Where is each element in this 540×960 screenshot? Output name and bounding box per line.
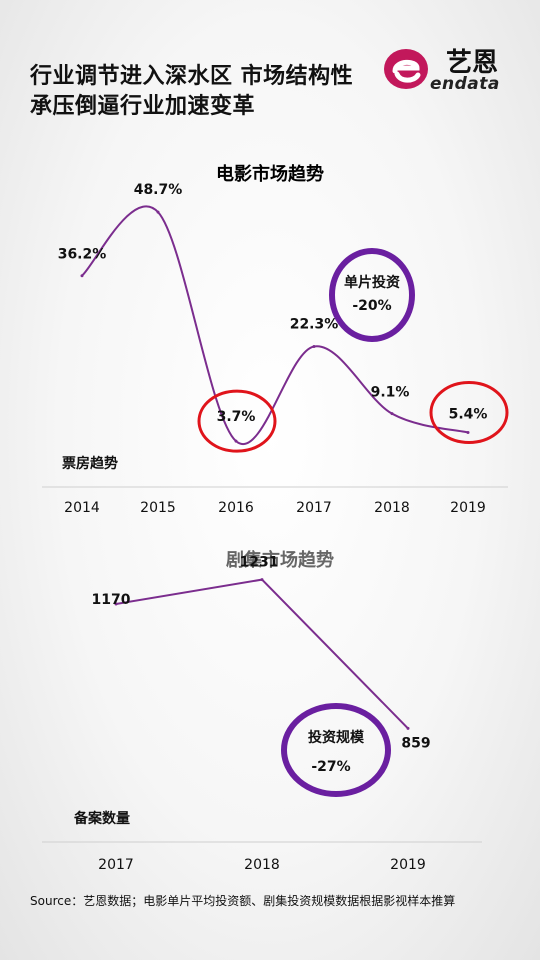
film-data-label: 3.7% (217, 409, 256, 425)
page-title-line-2: 承压倒逼行业加速变革 (30, 94, 256, 119)
film-series-line (81, 205, 469, 445)
film-highlight-ring (429, 381, 509, 445)
drama-data-point (406, 726, 410, 730)
endata-logo: 艺恩 endata (380, 40, 530, 98)
film-x-tick: 2018 (374, 500, 410, 516)
film-highlight-ring (197, 389, 277, 453)
page-title: 行业调节进入深水区 市场结构性 承压倒逼行业加速变革 (30, 62, 410, 122)
drama-data-label: 1231 (240, 555, 279, 571)
drama-chart-ylabel: 备案数量 (73, 810, 130, 827)
drama-series-line (115, 578, 409, 730)
film-callout-value: -20% (352, 298, 391, 314)
drama-data-label: 1170 (92, 592, 131, 608)
film-chart-title: 电影市场趋势 (216, 163, 324, 185)
film-data-point (80, 274, 84, 278)
film-chart-ylabel: 票房趋势 (62, 455, 118, 472)
film-data-label: 22.3% (290, 316, 339, 332)
film-x-tick: 2017 (296, 500, 332, 516)
drama-data-label: 859 (401, 735, 430, 751)
drama-chart-title: 剧集市场趋势 (226, 549, 334, 571)
film-x-tick: 2015 (140, 500, 176, 516)
film-callout-ring (329, 248, 415, 342)
logo-brand-en: endata (430, 74, 500, 94)
film-chart: 36.2% 2014 48.7% 2015 3.7% 2016 22.3% 2017 9.1% 2… (42, 182, 509, 516)
drama-callout-value: -27% (311, 759, 350, 775)
drama-chart: 1170 2017 1231 2018 859 2019 投资规模 -27% (42, 555, 482, 873)
source-note: Source：艺恩数据；电影单片平均投资额、剧集投资规模数据根据影视样本推算 (30, 894, 456, 908)
logo-brand-cn: 艺恩 (446, 48, 499, 78)
drama-data-point (260, 578, 264, 582)
endata-logo-mark-icon (384, 49, 428, 89)
film-data-point (234, 439, 238, 443)
film-x-tick: 2019 (450, 500, 486, 516)
film-x-tick: 2016 (218, 500, 254, 516)
drama-x-tick: 2019 (390, 857, 426, 873)
film-data-point (312, 344, 316, 348)
film-data-point (390, 412, 394, 416)
film-data-point (156, 210, 160, 214)
film-data-label: 5.4% (449, 407, 488, 423)
film-data-label: 48.7% (134, 182, 183, 198)
film-callout-label: 单片投资 (344, 274, 400, 291)
drama-callout-label: 投资规模 (308, 729, 365, 746)
drama-x-tick: 2018 (244, 857, 280, 873)
film-data-point (466, 431, 470, 435)
film-data-label: 36.2% (58, 247, 107, 263)
page-title-line-1: 行业调节进入深水区 市场结构性 (30, 64, 354, 89)
drama-x-tick: 2017 (98, 857, 134, 873)
film-data-label: 9.1% (371, 385, 410, 401)
drama-callout-ring (281, 703, 391, 797)
film-x-tick: 2014 (64, 500, 100, 516)
drama-data-point (114, 602, 118, 606)
